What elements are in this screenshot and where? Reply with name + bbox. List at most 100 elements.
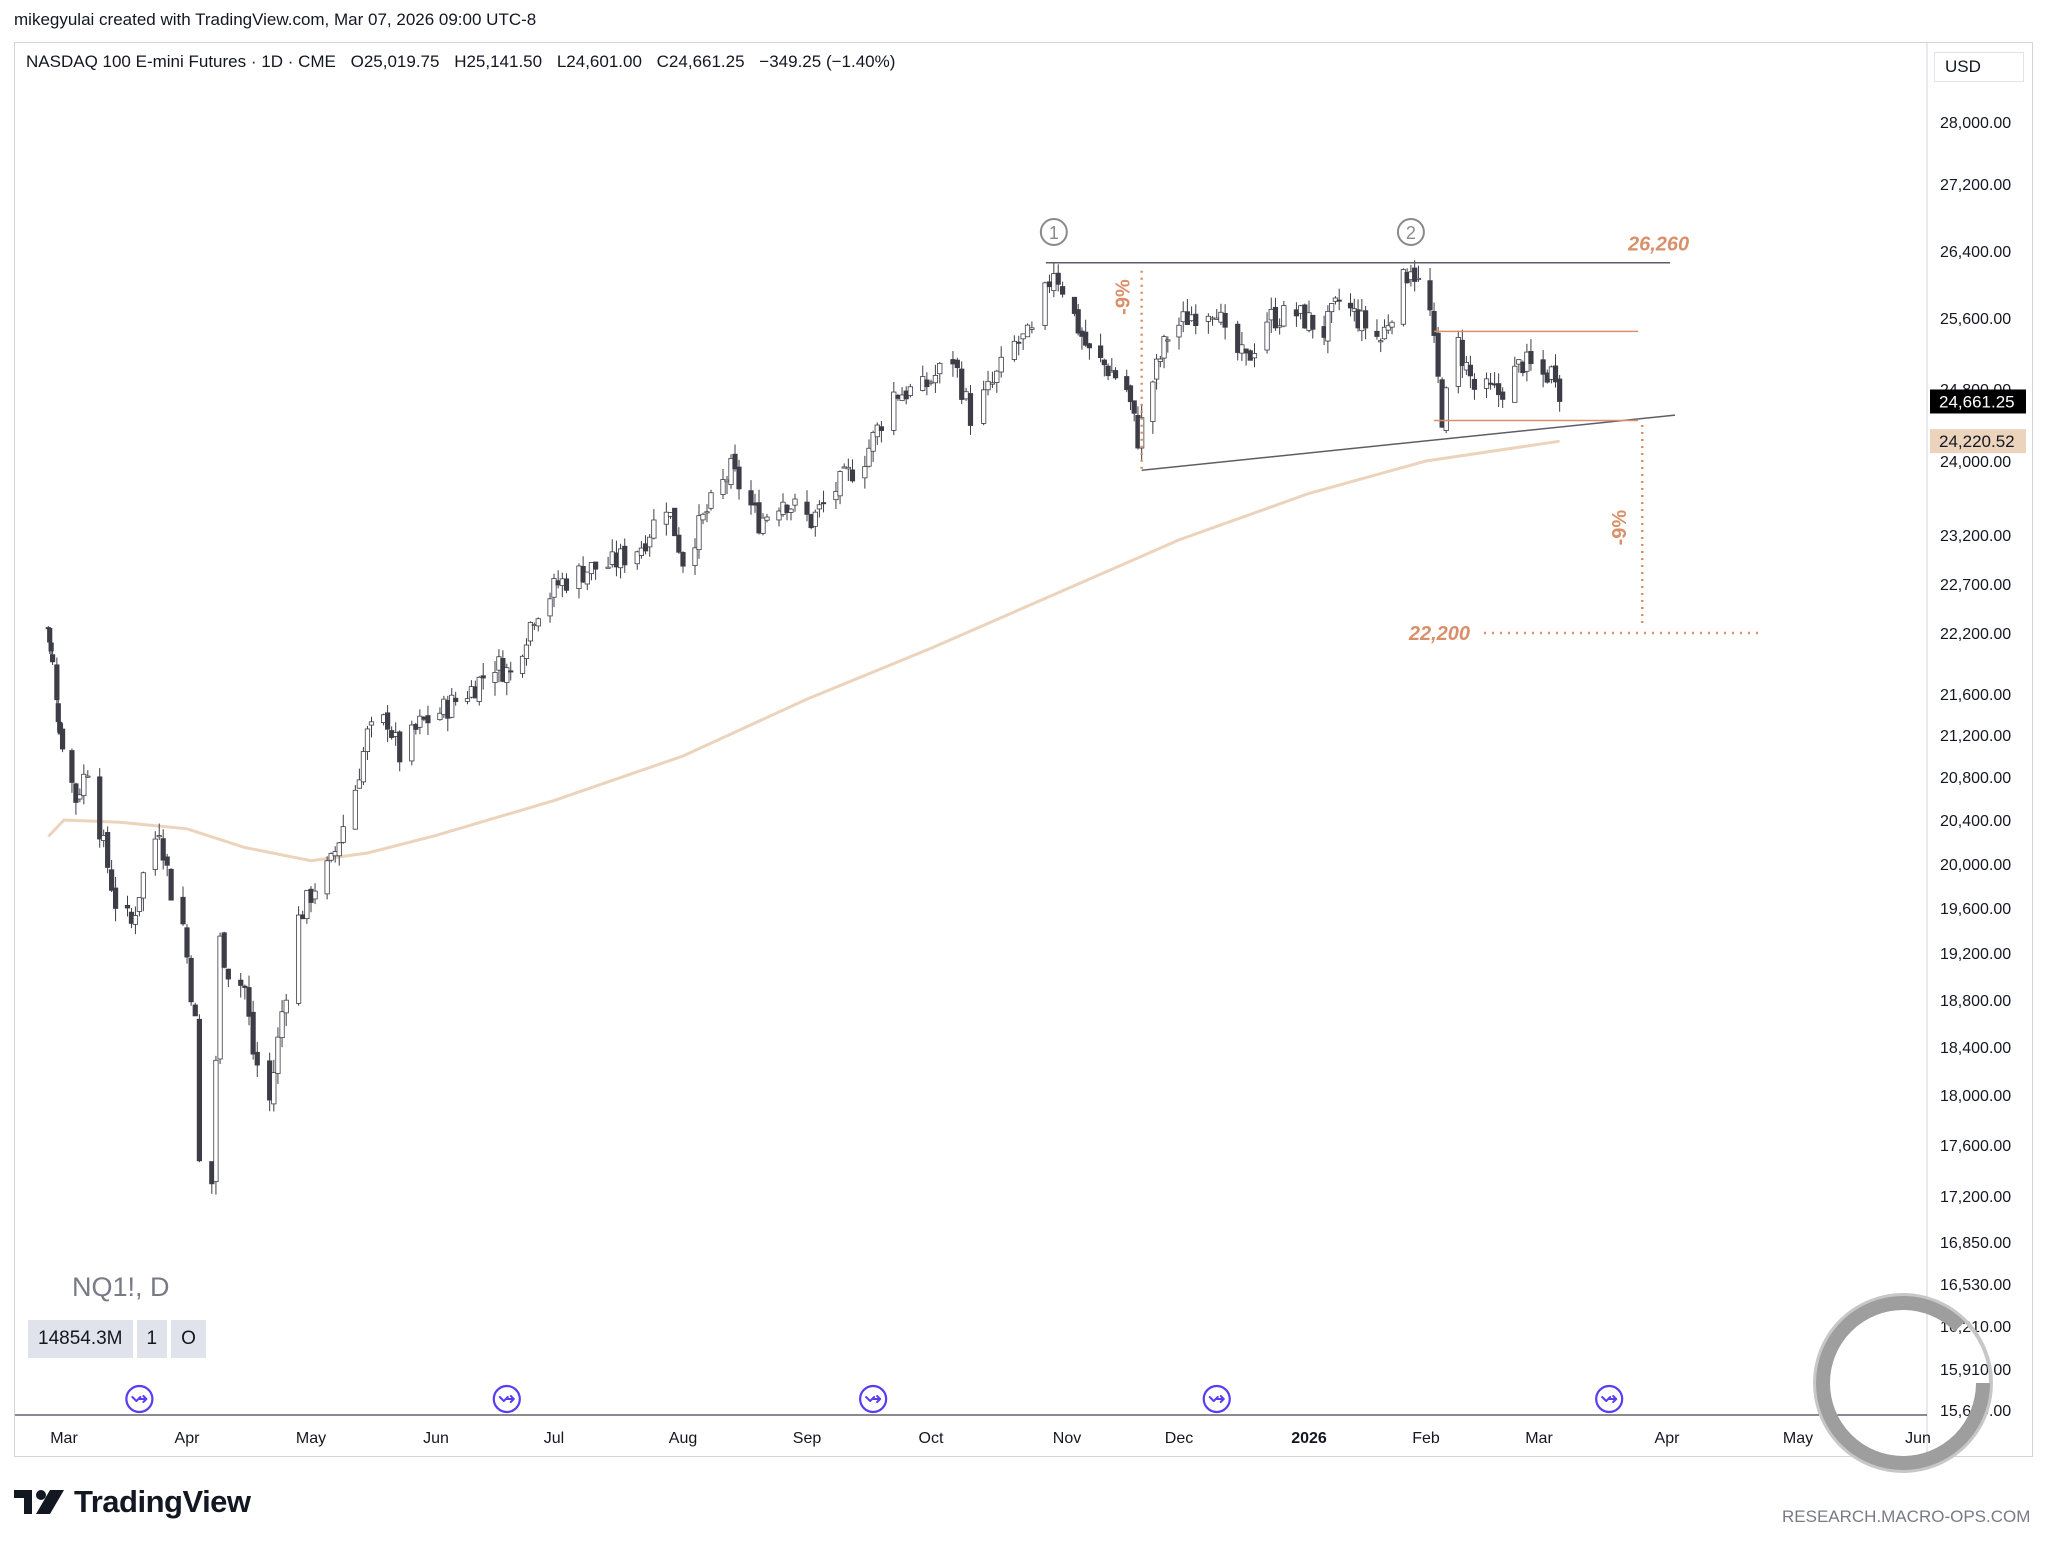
symbol-info-bar[interactable]: NASDAQ 100 E-mini Futures · 1D · CME O25… bbox=[26, 52, 905, 72]
candle bbox=[1500, 391, 1506, 400]
symbol-name[interactable]: NASDAQ 100 E-mini Futures · 1D · CME bbox=[26, 52, 336, 71]
candle bbox=[385, 712, 391, 730]
candle bbox=[1329, 303, 1335, 313]
price-tick-label: 20,000.00 bbox=[1940, 857, 2011, 874]
resistance-label: 26,260 bbox=[1627, 234, 1689, 256]
candle bbox=[1264, 321, 1270, 351]
candle bbox=[1131, 400, 1137, 414]
time-axis[interactable]: Mar Apr May Jun Jul Aug Sep Oct Nov Dec 2026 Feb Mar… bbox=[50, 1430, 1931, 1447]
candle bbox=[1385, 325, 1391, 331]
candle bbox=[676, 534, 682, 553]
candle bbox=[963, 391, 969, 400]
support-trendline bbox=[1141, 414, 1676, 471]
candle bbox=[622, 545, 628, 566]
candle bbox=[576, 565, 582, 589]
candle bbox=[1098, 345, 1104, 358]
candle bbox=[69, 750, 75, 783]
candle bbox=[1415, 277, 1422, 280]
candle bbox=[246, 987, 252, 1017]
price-tick-label: 18,800.00 bbox=[1940, 993, 2011, 1010]
candle bbox=[1071, 296, 1078, 314]
candle bbox=[184, 927, 190, 958]
candle bbox=[1298, 305, 1304, 314]
candle bbox=[937, 362, 943, 375]
candle bbox=[1218, 311, 1224, 323]
candle bbox=[1222, 312, 1228, 328]
candle bbox=[312, 890, 318, 900]
price-tick-label: 21,600.00 bbox=[1940, 687, 2011, 704]
candle bbox=[954, 359, 960, 369]
candle bbox=[551, 578, 557, 598]
price-tick-label: 18,000.00 bbox=[1940, 1088, 2011, 1105]
candle bbox=[1046, 281, 1053, 288]
time-tick-label: Nov bbox=[1053, 1430, 1081, 1447]
candle bbox=[1042, 282, 1048, 326]
candle bbox=[1363, 310, 1369, 329]
candle bbox=[1193, 313, 1199, 327]
event-marker-arrow bbox=[865, 1395, 882, 1403]
candle bbox=[368, 721, 375, 726]
candle bbox=[891, 391, 897, 431]
candle bbox=[1154, 358, 1160, 380]
price-tick-label: 20,800.00 bbox=[1940, 770, 2011, 787]
candle bbox=[862, 466, 868, 479]
candle bbox=[238, 979, 244, 986]
price-tick-label: 25,600.00 bbox=[1940, 311, 2011, 328]
candle bbox=[1528, 351, 1534, 364]
candle bbox=[340, 826, 346, 843]
event-marker-icon[interactable] bbox=[1595, 1384, 1624, 1414]
candle bbox=[563, 578, 570, 591]
event-marker-icon[interactable] bbox=[125, 1384, 154, 1414]
time-tick-label: Apr bbox=[175, 1430, 201, 1447]
wave-2-circle bbox=[1396, 218, 1425, 246]
candle bbox=[1112, 370, 1119, 379]
candle bbox=[967, 393, 974, 426]
candle bbox=[49, 654, 56, 663]
candle bbox=[1272, 306, 1279, 329]
price-tick-label: 20,400.00 bbox=[1940, 813, 2011, 830]
projected-drop-pct-label: -9% bbox=[1609, 510, 1631, 546]
candle bbox=[638, 547, 644, 556]
time-tick-label: Jul bbox=[544, 1430, 564, 1447]
last-price-label: 24,661.25 bbox=[1939, 392, 2015, 411]
watermark-url: RESEARCH.MACRO-OPS.COM bbox=[1782, 1507, 2031, 1526]
candle bbox=[1060, 286, 1066, 295]
candle bbox=[1302, 304, 1308, 329]
candle bbox=[54, 664, 60, 701]
currency-button[interactable]: USD bbox=[1934, 52, 2024, 82]
candle bbox=[1552, 365, 1559, 383]
price-tick-label: 24,000.00 bbox=[1940, 454, 2011, 471]
candle bbox=[1540, 359, 1546, 375]
candle bbox=[180, 896, 186, 925]
info-boxes: 14854.3M 1 O bbox=[28, 1320, 206, 1358]
candle bbox=[1435, 332, 1441, 377]
price-tick-label: 16,530.00 bbox=[1940, 1277, 2011, 1294]
candle bbox=[132, 915, 139, 925]
candle bbox=[156, 835, 162, 838]
tradingview-logo[interactable]: TradingView bbox=[14, 1484, 251, 1520]
ma-price-tag bbox=[1930, 429, 2026, 454]
candle bbox=[336, 842, 342, 857]
event-marker-icon[interactable] bbox=[859, 1384, 888, 1414]
candle bbox=[283, 999, 289, 1014]
candle bbox=[1055, 272, 1061, 285]
candle bbox=[124, 904, 131, 909]
event-marker-icon[interactable] bbox=[492, 1384, 521, 1414]
candle bbox=[97, 776, 103, 840]
price-tick-label: 22,200.00 bbox=[1940, 626, 2011, 643]
candle bbox=[1101, 359, 1107, 366]
candle bbox=[1378, 340, 1384, 343]
event-marker-icon[interactable] bbox=[1202, 1384, 1231, 1414]
time-tick-label: Dec bbox=[1165, 1430, 1193, 1447]
price-tick-label: 19,600.00 bbox=[1940, 901, 2011, 918]
price-tick-label: 15,910.00 bbox=[1940, 1362, 2011, 1379]
candle bbox=[523, 644, 530, 659]
price-axis[interactable]: 28,000.0027,200.0026,400.0025,600.0024,8… bbox=[1940, 115, 2011, 1420]
candle bbox=[748, 490, 754, 506]
candle bbox=[1011, 340, 1017, 360]
candle bbox=[417, 715, 423, 728]
candle bbox=[1024, 324, 1031, 338]
candle bbox=[47, 627, 53, 643]
event-markers[interactable] bbox=[125, 1384, 1624, 1414]
